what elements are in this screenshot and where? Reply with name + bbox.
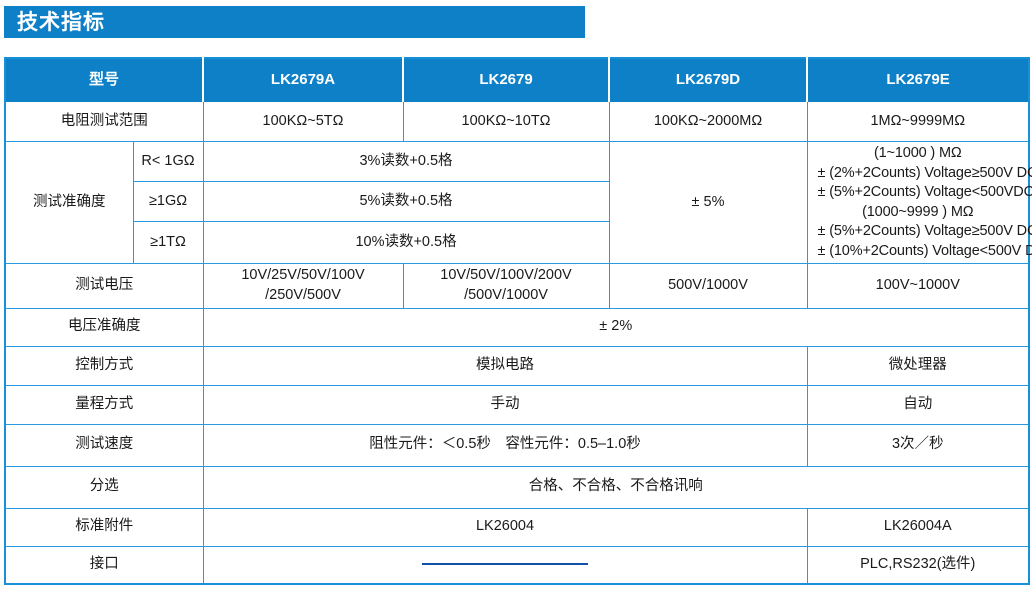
cell-test-voltage-lk2679: 10V/50V/100V/200V /500V/1000V [402, 263, 610, 309]
spec-table-container: 型号 LK2679A LK2679 LK2679D LK2679E 电阻测试范围… [4, 57, 1032, 585]
page-title-band: 技术指标 [4, 6, 585, 38]
table-row-sorting: 分选 合格、不合格、不合格讯响 [4, 465, 1030, 509]
header-lk2679d: LK2679D [608, 57, 809, 102]
table-row-interface: 接口 PLC,RS232(选件) [4, 545, 1030, 585]
cell-accuracy-ab-2: 5%读数+0.5格 [202, 181, 610, 223]
fineprint-line-5: ± (5%+2Counts) Voltage≥500V DC [817, 223, 1032, 240]
table-row-control-mode: 控制方式 模拟电路 微处理器 [4, 345, 1030, 386]
sub-label-r-lt-1g: R< 1GΩ [132, 140, 204, 183]
table-row-resistance-range: 电阻测试范围 100KΩ~5TΩ 100KΩ~10TΩ 100KΩ~2000MΩ… [4, 101, 1030, 142]
test-voltage-lk2679a-line1: 10V/25V/50V/100V [241, 267, 365, 284]
cell-test-speed-lk2679e: 3次／秒 [806, 423, 1030, 467]
table-row-test-speed: 测试速度 阻性元件：＜0.5秒 容性元件：0.5–1.0秒 3次／秒 [4, 423, 1030, 467]
row-label-test-voltage: 测试电压 [4, 263, 204, 309]
cell-accuracy-lk2679e: (1~1000 ) MΩ ± (2%+2Counts) Voltage≥500V… [806, 140, 1032, 265]
header-lk2679: LK2679 [402, 57, 611, 102]
row-label-control-mode: 控制方式 [4, 345, 204, 386]
cell-test-speed-abd: 阻性元件：＜0.5秒 容性元件：0.5–1.0秒 [202, 423, 808, 467]
sub-label-ge-1t: ≥1TΩ [132, 221, 204, 265]
cell-interface-lk2679e: PLC,RS232(选件) [806, 545, 1030, 585]
table-row-test-voltage: 测试电压 10V/25V/50V/100V /250V/500V 10V/50V… [4, 263, 1030, 309]
sub-label-ge-1g: ≥1GΩ [132, 181, 204, 223]
cell-control-mode-lk2679e: 微处理器 [806, 345, 1030, 386]
cell-test-voltage-lk2679a: 10V/25V/50V/100V /250V/500V [202, 263, 404, 309]
header-model: 型号 [4, 57, 205, 102]
cell-resistance-range-lk2679e: 1MΩ~9999MΩ [806, 101, 1030, 142]
test-voltage-lk2679-line2: /500V/1000V [464, 286, 548, 303]
cell-accuracy-lk2679d: ± 5% [608, 140, 808, 265]
technical-specification-table: 型号 LK2679A LK2679 LK2679D LK2679E 电阻测试范围… [4, 57, 1032, 585]
cell-standard-accessory-abd: LK26004 [202, 507, 808, 547]
cell-resistance-range-lk2679a: 100KΩ~5TΩ [202, 101, 404, 142]
table-row-range-mode: 量程方式 手动 自动 [4, 384, 1030, 425]
fineprint-line-3: ± (5%+2Counts) Voltage<500VDC [817, 184, 1032, 201]
row-label-interface: 接口 [4, 545, 204, 585]
cell-control-mode-abd: 模拟电路 [202, 345, 808, 386]
page-title: 技术指标 [17, 10, 105, 34]
cell-interface-abd [202, 545, 808, 585]
test-voltage-lk2679-line1: 10V/50V/100V/200V [440, 267, 572, 284]
cell-range-mode-abd: 手动 [202, 384, 808, 425]
row-label-resistance-range: 电阻测试范围 [4, 101, 204, 142]
header-lk2679a: LK2679A [202, 57, 405, 102]
row-label-range-mode: 量程方式 [4, 384, 204, 425]
cell-accuracy-ab-1: 3%读数+0.5格 [202, 140, 610, 183]
cell-test-voltage-lk2679d: 500V/1000V [608, 263, 808, 309]
cell-standard-accessory-lk2679e: LK26004A [806, 507, 1030, 547]
fineprint-line-1: (1~1000 ) MΩ [873, 145, 962, 161]
cell-resistance-range-lk2679d: 100KΩ~2000MΩ [608, 101, 808, 142]
cell-test-voltage-lk2679e: 100V~1000V [806, 263, 1030, 309]
table-header-row: 型号 LK2679A LK2679 LK2679D LK2679E [4, 57, 1030, 102]
table-row-test-accuracy-1: 测试准确度 R< 1GΩ 3%读数+0.5格 ± 5% (1~1000 ) MΩ… [4, 140, 1032, 265]
table-row-test-accuracy-2: ≥1GΩ 5%读数+0.5格 [5, 181, 1029, 223]
fineprint-line-6: ± (10%+2Counts) Voltage<500V DC [817, 242, 1032, 259]
table-row-voltage-accuracy: 电压准确度 ± 2% [4, 307, 1030, 347]
cell-range-mode-lk2679e: 自动 [806, 384, 1030, 425]
table-row-test-accuracy-3: ≥1TΩ 10%读数+0.5格 [5, 221, 1029, 265]
cell-accuracy-ab-3: 10%读数+0.5格 [202, 221, 610, 265]
not-applicable-rule-icon [422, 563, 589, 566]
table-row-standard-accessory: 标准附件 LK26004 LK26004A [4, 507, 1030, 547]
cell-sorting-all: 合格、不合格、不合格讯响 [202, 465, 1030, 509]
row-label-standard-accessory: 标准附件 [4, 507, 204, 547]
row-label-test-accuracy: 测试准确度 [4, 140, 134, 265]
test-voltage-lk2679a-line2: /250V/500V [265, 286, 341, 303]
header-lk2679e: LK2679E [806, 57, 1030, 102]
row-label-sorting: 分选 [4, 465, 204, 509]
fineprint-line-4: (1000~9999 ) MΩ [862, 203, 974, 220]
row-label-voltage-accuracy: 电压准确度 [4, 307, 204, 347]
row-label-test-speed: 测试速度 [4, 423, 204, 467]
fineprint-line-2: ± (2%+2Counts) Voltage≥500V DC [817, 164, 1032, 181]
cell-voltage-accuracy-all: ± 2% [202, 307, 1030, 347]
cell-resistance-range-lk2679: 100KΩ~10TΩ [402, 101, 610, 142]
